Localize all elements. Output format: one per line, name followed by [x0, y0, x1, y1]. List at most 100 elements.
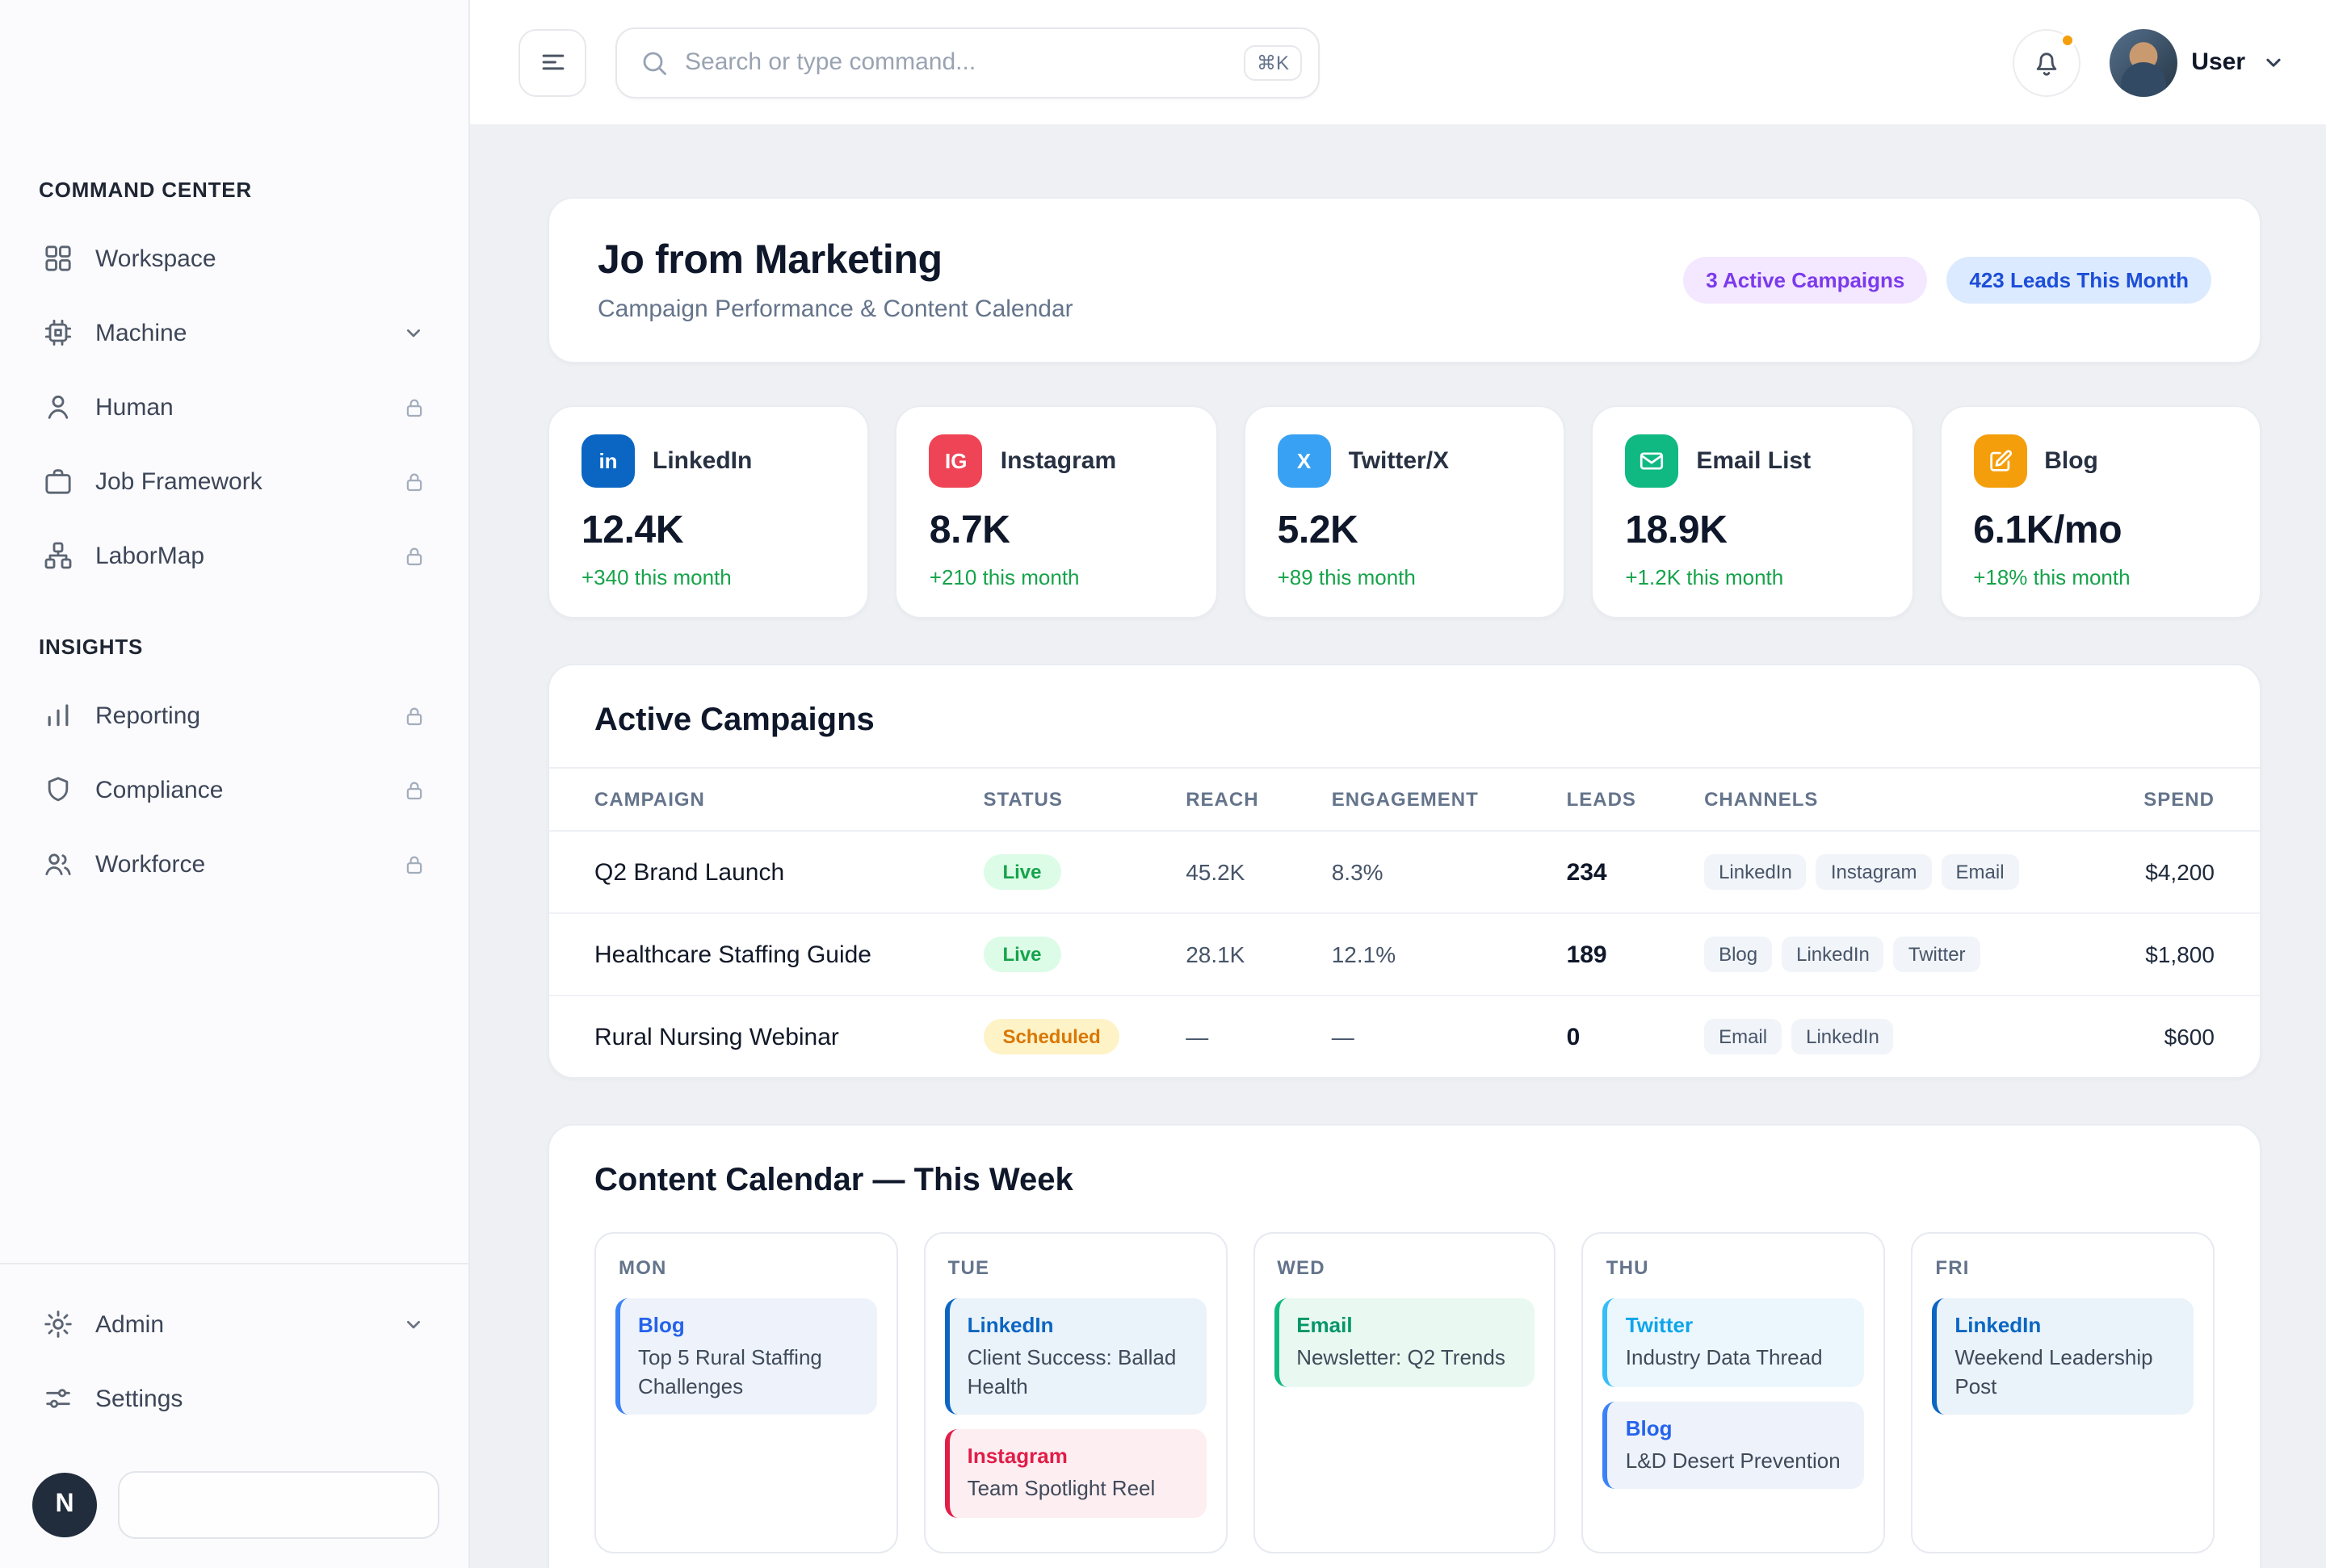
sliders-icon [42, 1382, 74, 1415]
chevron-down-icon [2260, 48, 2287, 76]
notifications-button[interactable] [2012, 28, 2080, 96]
edit-icon [1973, 434, 2027, 488]
column-header-channels: CHANNELS [1704, 788, 1819, 811]
page-content: Jo from Marketing Campaign Performance &… [470, 126, 2326, 1568]
sidebar-footer: Admin Settings N [0, 1263, 468, 1568]
calendar-event-blog-thu[interactable]: Blog L&D Desert Prevention [1602, 1401, 1865, 1490]
calendar-event-instagram-tue[interactable]: Instagram Team Spotlight Reel [944, 1429, 1207, 1518]
briefcase-icon [42, 465, 74, 497]
sidebar-item-admin[interactable]: Admin [32, 1287, 439, 1361]
campaign-engagement: 12.1% [1331, 941, 1396, 967]
stat-value: 12.4K [582, 509, 684, 552]
sidebar-item-labormap[interactable]: LaborMap [32, 518, 439, 593]
stat-card-linkedin[interactable]: in LinkedIn 12.4K +340 this month [548, 405, 870, 618]
campaign-name: Healthcare Staffing Guide [594, 941, 871, 968]
campaign-engagement: 8.3% [1331, 859, 1383, 885]
campaign-leads: 0 [1566, 1023, 1581, 1050]
calendar-event-twitter-thu[interactable]: Twitter Industry Data Thread [1602, 1298, 1865, 1387]
event-title: Client Success: Ballad Health [967, 1345, 1177, 1398]
campaign-spend: $4,200 [2145, 859, 2215, 885]
sidebar-item-workspace[interactable]: Workspace [32, 221, 439, 296]
sidebar-item-job-framework[interactable]: Job Framework [32, 444, 439, 518]
calendar-day-tue: TUE LinkedIn Client Success: Ballad Heal… [923, 1232, 1228, 1553]
search-icon [640, 48, 669, 77]
lock-icon [402, 703, 426, 727]
stat-name: Twitter/X [1348, 447, 1450, 475]
sidebar-item-label: Job Framework [95, 467, 262, 495]
calendar-day-fri: FRI LinkedIn Weekend Leadership Post [1911, 1232, 2215, 1553]
main-area: ⌘K User Jo from Marke [470, 0, 2326, 1568]
campaigns-title: Active Campaigns [594, 702, 875, 738]
campaign-row-rural-nursing-webinar[interactable]: Rural Nursing Webinar Scheduled — — 0 Em… [549, 996, 2260, 1077]
sidebar-section-insights: INSIGHTS [39, 635, 144, 659]
channel-chip: LinkedIn [1782, 937, 1884, 972]
channel-chip: Email [1704, 1019, 1782, 1054]
sidebar: COMMAND CENTER Workspace Machine [0, 0, 470, 1568]
status-badge: Live [983, 854, 1061, 890]
page-header-text: Jo from Marketing Campaign Performance &… [598, 237, 1073, 323]
bar-chart-icon [42, 699, 74, 732]
day-label: TUE [947, 1256, 990, 1279]
campaign-channels: Blog LinkedIn Twitter [1704, 937, 2085, 972]
sidebar-avatar[interactable]: N [32, 1473, 97, 1537]
campaign-row-q2-brand-launch[interactable]: Q2 Brand Launch Live 45.2K 8.3% 234 Link… [549, 832, 2260, 914]
stat-delta: +1.2K this month [1625, 565, 1784, 589]
menu-icon [537, 47, 568, 78]
gear-icon [42, 1308, 74, 1340]
org-chart-icon [42, 539, 74, 572]
page-subtitle: Campaign Performance & Content Calendar [598, 296, 1073, 323]
sidebar-item-settings[interactable]: Settings [32, 1361, 439, 1436]
calendar-title: Content Calendar — This Week [594, 1163, 1073, 1198]
event-channel: LinkedIn [967, 1313, 1054, 1337]
sidebar-item-compliance[interactable]: Compliance [32, 753, 439, 827]
channel-chip: LinkedIn [1791, 1019, 1894, 1054]
user-menu[interactable]: User [2109, 28, 2300, 96]
sidebar-section-command-center-list: Workspace Machine Human [32, 221, 439, 593]
sidebar-section-command-center: COMMAND CENTER [39, 178, 252, 202]
leads-badge: 423 Leads This Month [1946, 257, 2211, 304]
sidebar-user-row: N [32, 1471, 439, 1539]
stat-card-email[interactable]: Email List 18.9K +1.2K this month [1591, 405, 1914, 618]
status-badge: Scheduled [983, 1019, 1120, 1054]
stat-delta: +18% this month [1973, 565, 2131, 589]
stat-card-instagram[interactable]: IG Instagram 8.7K +210 this month [895, 405, 1218, 618]
people-icon [42, 848, 74, 880]
sidebar-item-machine[interactable]: Machine [32, 296, 439, 370]
grid-icon [42, 242, 74, 275]
stat-name: Email List [1696, 447, 1812, 475]
campaign-channels: Email LinkedIn [1704, 1019, 2085, 1054]
event-title: Team Spotlight Reel [967, 1476, 1156, 1501]
event-channel: Email [1296, 1313, 1353, 1337]
content-calendar-card: Content Calendar — This Week MON Blog To… [548, 1124, 2261, 1568]
search-input[interactable] [685, 48, 1228, 76]
sidebar-item-reporting[interactable]: Reporting [32, 678, 439, 753]
stat-name: Blog [2044, 447, 2098, 475]
calendar-event-email-wed[interactable]: Email Newsletter: Q2 Trends [1274, 1298, 1535, 1387]
stat-name: LinkedIn [653, 447, 753, 475]
channel-chip: Instagram [1816, 854, 1932, 890]
twitter-x-icon: X [1277, 434, 1331, 488]
cpu-icon [42, 317, 74, 349]
sidebar-item-label: Admin [95, 1310, 165, 1338]
menu-button[interactable] [519, 28, 586, 96]
day-label: FRI [1935, 1256, 1970, 1279]
calendar-event-linkedin-tue[interactable]: LinkedIn Client Success: Ballad Health [944, 1298, 1207, 1415]
stat-delta: +340 this month [582, 565, 732, 589]
sidebar-item-workforce[interactable]: Workforce [32, 827, 439, 901]
campaign-row-healthcare-staffing-guide[interactable]: Healthcare Staffing Guide Live 28.1K 12.… [549, 914, 2260, 996]
stat-card-twitter[interactable]: X Twitter/X 5.2K +89 this month [1243, 405, 1566, 618]
sidebar-footer-field[interactable] [118, 1471, 439, 1539]
user-name: User [2191, 48, 2245, 76]
lock-icon [402, 778, 426, 802]
sidebar-item-label: Reporting [95, 702, 201, 729]
calendar-event-blog-mon[interactable]: Blog Top 5 Rural Staffing Challenges [615, 1298, 877, 1415]
campaign-reach: 28.1K [1186, 941, 1245, 967]
envelope-icon [1625, 434, 1679, 488]
channel-chip: Twitter [1893, 937, 1980, 972]
lock-icon [402, 852, 426, 876]
stat-delta: +210 this month [929, 565, 1080, 589]
calendar-event-linkedin-fri[interactable]: LinkedIn Weekend Leadership Post [1932, 1298, 2194, 1415]
event-title: Weekend Leadership Post [1954, 1345, 2153, 1398]
sidebar-item-human[interactable]: Human [32, 370, 439, 444]
stat-card-blog[interactable]: Blog 6.1K/mo +18% this month [1939, 405, 2261, 618]
